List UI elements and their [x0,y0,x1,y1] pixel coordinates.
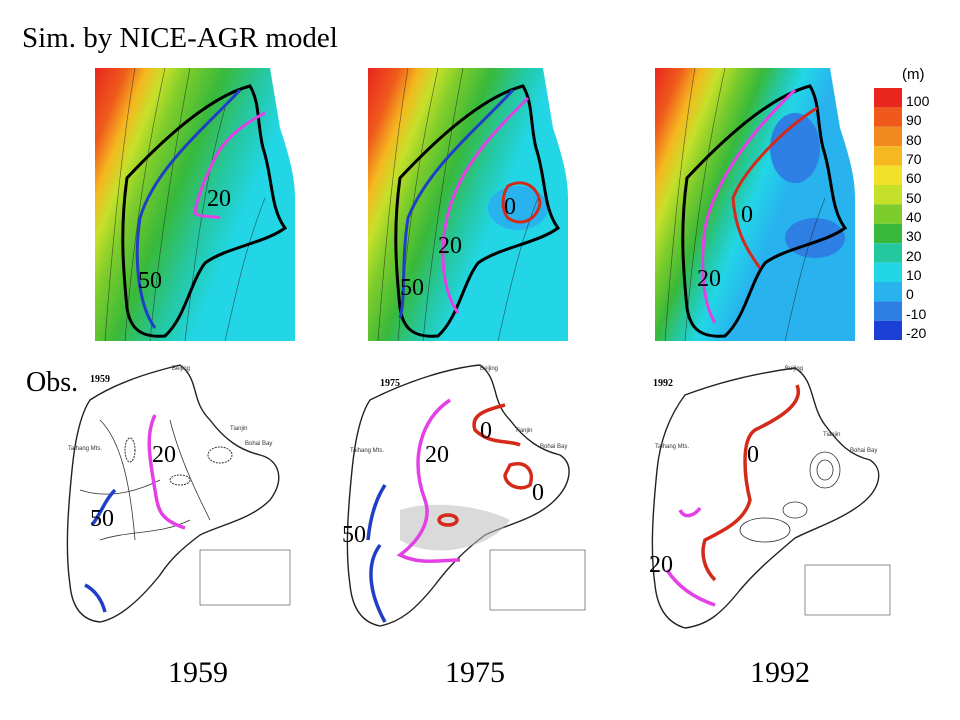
sim-label: 50 [400,275,424,301]
contour-50 [398,88,515,319]
place-name: Beijing [480,366,498,372]
colorbar-tick: -20 [906,325,927,341]
sim-label: 20 [438,233,462,259]
obs-year-tag: 1959 [90,374,110,385]
obs-map-1959: 1959 20 50 Beijing Tianjin Bohai Bay Tai… [60,360,300,632]
sim-map-1992: 0 20 [655,68,855,341]
colorbar-tick: 80 [906,132,922,148]
place-name: Taihang Mts. [68,446,102,452]
sim-label: 50 [138,268,162,294]
contour-20 [665,569,716,607]
contour-20 [678,506,702,518]
contour-50 [369,543,387,623]
place-name: Bohai Bay [850,448,877,454]
contour-0 [472,403,521,447]
colorbar-tick: 90 [906,112,922,128]
place-name: Taihang Mts. [655,444,689,450]
colorbar-tick: 50 [906,190,922,206]
obs-label-value: 0 [532,480,544,506]
obs-label: Obs. [26,367,79,398]
colorbar-tick: 20 [906,248,922,264]
sim-label: 20 [697,266,721,292]
colorbar-tick: 100 [906,93,930,109]
colorbar-tick: 40 [906,209,922,225]
contour-0 [731,106,818,269]
sim-map-1975: 0 20 50 [368,68,568,341]
colorbar-tick: 70 [906,151,922,167]
contour-20 [701,88,797,324]
contour-50 [90,488,117,527]
colorbar-tick: 10 [906,267,922,283]
colorbar-tick: 60 [906,170,922,186]
obs-label-value: 0 [480,418,492,444]
sim-label: 0 [504,194,516,220]
obs-label-value: 20 [152,442,176,468]
contour-20 [396,398,461,563]
obs-map-1975: 1975 0 20 0 50 Beijing Tianjin Bohai Bay… [340,360,590,632]
sim-boundary [121,84,288,338]
contour-20 [441,96,530,314]
place-name: Tianjin [823,432,840,438]
year-label-1959: 1959 [168,656,228,689]
obs-year-tag: 1975 [380,378,400,389]
sim-boundary [681,84,848,338]
sim-label: 0 [741,202,753,228]
obs-map-1992: 1992 0 20 Beijing Tianjin Bohai Bay Taih… [645,360,895,632]
obs-label-value: 20 [649,552,673,578]
contour-0 [503,462,533,490]
contour-50 [84,583,107,613]
year-label-1992: 1992 [750,656,810,689]
contour-0-small [437,513,459,527]
obs-label-value: 20 [425,442,449,468]
place-name: Taihang Mts. [350,448,384,454]
year-label-1975: 1975 [445,656,505,689]
colorbar-tick: 30 [906,228,922,244]
figure-title: Sim. by NICE-AGR model [22,22,338,54]
contour-0 [701,384,801,582]
obs-year-tag: 1992 [653,378,673,389]
colorbar-tick: 0 [906,286,914,302]
sim-boundary [394,84,561,338]
obs-boundary [651,367,880,629]
contour-50 [366,484,387,541]
sim-map-1959: 20 50 [95,68,295,341]
place-name: Bohai Bay [245,441,272,447]
contour-20 [147,414,186,530]
place-name: Bohai Bay [540,444,567,450]
sim-label: 20 [207,186,231,212]
place-name: Tianjin [230,426,247,432]
contour-50 [135,88,242,329]
colorbar [874,88,902,340]
obs-label-value: 0 [747,442,759,468]
place-name: Tianjin [515,428,532,434]
colorbar-unit: (m) [902,66,925,83]
place-name: Beijing [172,366,190,372]
colorbar-tick: -10 [906,306,927,322]
obs-boundary [66,364,280,623]
contour-20 [193,111,266,220]
contour-0 [501,181,542,224]
obs-label-value: 50 [90,506,114,532]
obs-label-value: 50 [342,522,366,548]
place-name: Beijing [785,366,803,372]
